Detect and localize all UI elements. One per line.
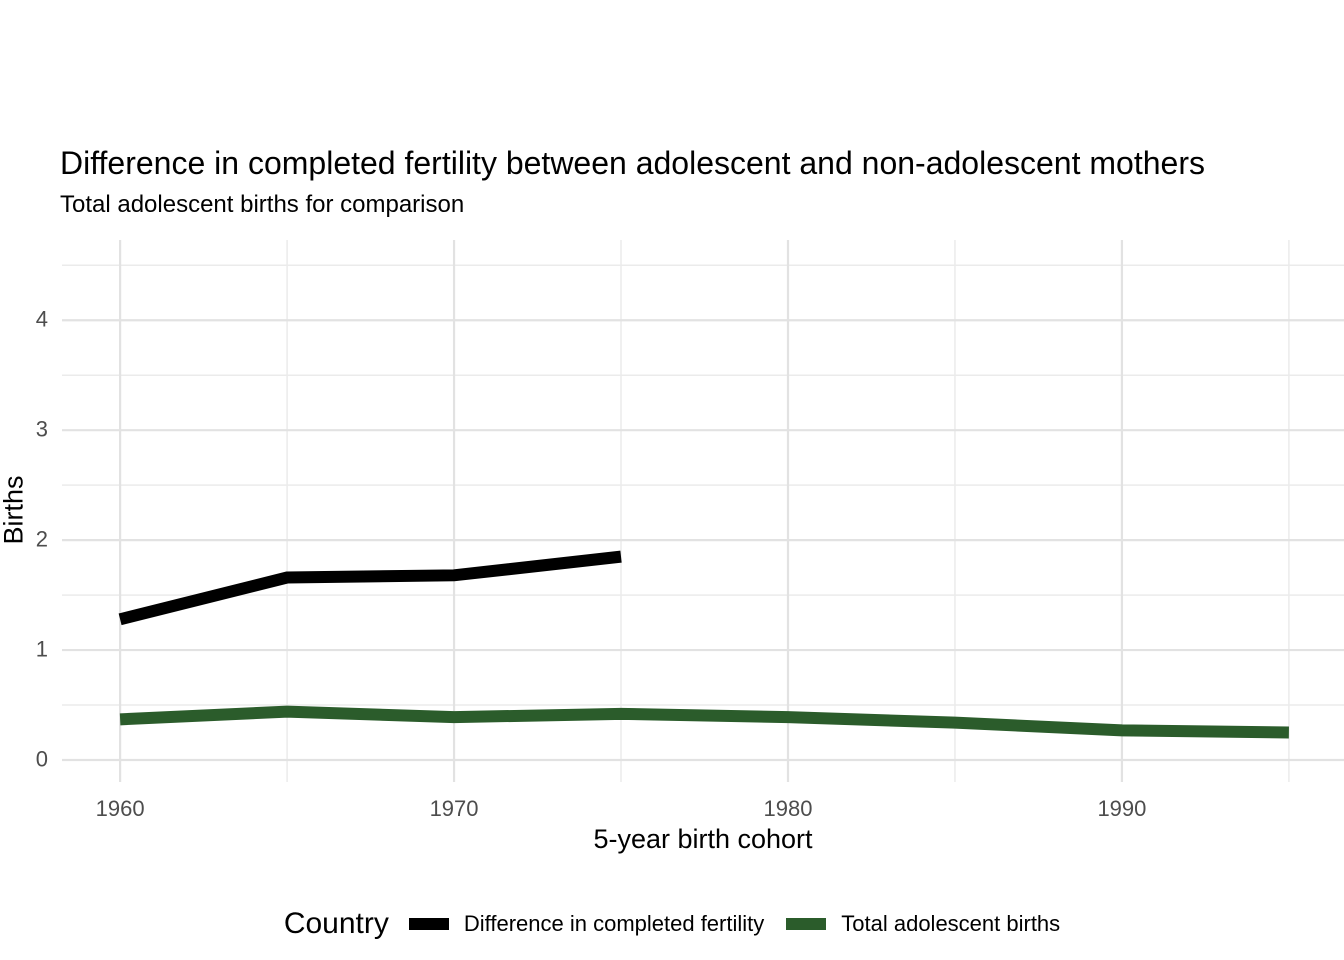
y-tick-label: 2: [35, 526, 48, 552]
chart-title: Difference in completed fertility betwee…: [60, 145, 1205, 181]
x-axis-title: 5-year birth cohort: [593, 824, 813, 854]
series-line-0: [118, 550, 622, 626]
y-tick-label: 0: [35, 746, 48, 772]
legend-entries: Difference in completed fertility Total a…: [408, 911, 1060, 937]
chart-subtitle: Total adolescent births for comparison: [60, 191, 465, 218]
y-tick-label: 3: [35, 416, 48, 442]
x-tick-label: 1990: [1097, 796, 1147, 821]
legend-entry-0: Difference in completed fertility: [408, 911, 765, 937]
x-tick-label: 1960: [95, 796, 145, 821]
y-tick-label: 1: [35, 636, 48, 662]
y-tick-label: 4: [35, 306, 48, 332]
legend-swatch: [786, 918, 827, 930]
y-axis-title: Births: [0, 475, 29, 545]
legend-label: Difference in completed fertility: [463, 911, 765, 936]
legend: Country Difference in completed fertilit…: [0, 900, 1344, 948]
x-tick-label: 1970: [429, 796, 479, 821]
legend-entry-1: Total adolescent births: [786, 911, 1060, 937]
x-tick-label: 1980: [763, 796, 813, 821]
legend-swatch: [408, 918, 449, 930]
legend-label: Total adolescent births: [841, 911, 1061, 936]
legend-title: Country: [283, 907, 389, 940]
series-line-1: [119, 705, 1289, 739]
